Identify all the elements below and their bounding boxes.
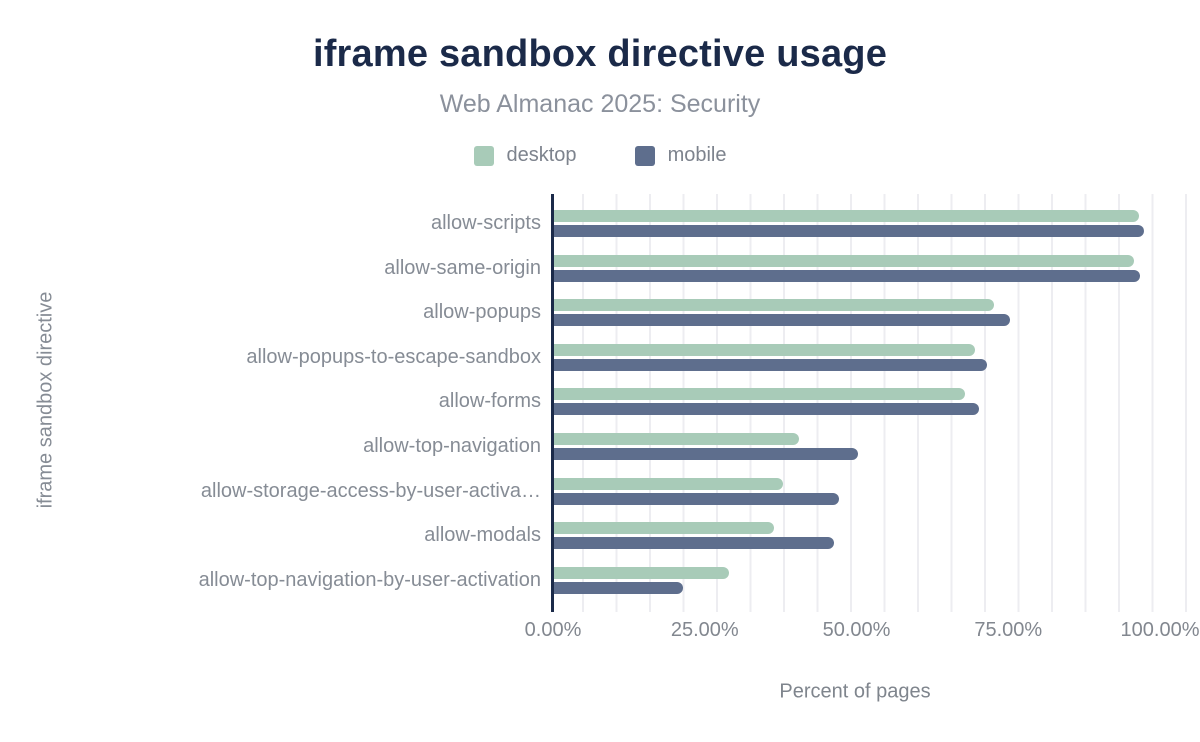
category-label-allow-scripts: allow-scripts	[430, 212, 541, 234]
legend-swatch-mobile-icon	[634, 145, 655, 166]
bar-mobile-allow-forms[interactable]	[554, 403, 979, 416]
category-label-allow-top-navigation: allow-top-navigation	[363, 435, 541, 457]
chart-subtitle: Web Almanac 2025: Security	[439, 90, 761, 118]
category-label-allow-popups: allow-popups	[423, 301, 541, 324]
chart-title: iframe sandbox directive usage	[312, 33, 888, 75]
x-tick-2: 50.00%	[822, 619, 891, 641]
bar-mobile-allow-top-navigation[interactable]	[554, 448, 858, 460]
legend-item-mobile: mobile	[634, 144, 727, 167]
category-label-allow-top-navigation-by-user-activation: allow-top-navigation-by-user-activation	[198, 568, 541, 591]
bar-desktop-allow-top-navigation-by-user-activation[interactable]	[554, 566, 729, 579]
category-label-allow-storage-access-by-user-activa: allow-storage-access-by-user-activa…	[200, 479, 541, 502]
legend-swatch-desktop-icon	[473, 145, 494, 166]
bar-desktop-allow-modals[interactable]	[554, 522, 775, 535]
x-tick-3: 75.00%	[974, 619, 1043, 641]
bar-mobile-allow-storage-access-by-user-activa[interactable]	[554, 492, 840, 505]
bar-mobile-allow-popups[interactable]	[554, 314, 1010, 327]
x-tick-0: 0.00%	[524, 619, 582, 641]
category-label-allow-popups-to-escape-sandbox: allow-popups-to-escape-sandbox	[246, 345, 541, 368]
y-axis-line	[551, 194, 554, 612]
category-label-allow-forms: allow-forms	[438, 390, 541, 413]
bar-desktop-allow-same-origin[interactable]	[554, 254, 1134, 267]
x-tick-1: 25.00%	[670, 619, 739, 641]
legend-item-desktop: desktop	[473, 144, 577, 167]
x-axis-title: Percent of pages	[779, 680, 931, 703]
bar-mobile-allow-popups-to-escape-sandbox[interactable]	[554, 358, 988, 371]
bar-desktop-allow-popups[interactable]	[554, 299, 995, 312]
bar-desktop-allow-scripts[interactable]	[554, 210, 1139, 222]
category-label-allow-same-origin: allow-same-origin	[384, 256, 541, 279]
bar-desktop-allow-storage-access-by-user-activa[interactable]	[554, 477, 783, 490]
legend: desktop mobile	[0, 144, 1200, 167]
category-label-allow-modals: allow-modals	[424, 524, 541, 547]
legend-label-desktop: desktop	[506, 144, 577, 166]
y-axis-title: iframe sandbox directive	[34, 291, 57, 509]
bar-mobile-allow-top-navigation-by-user-activation[interactable]	[554, 581, 683, 594]
x-tick-4: 100.00%	[1120, 619, 1200, 641]
legend-label-mobile: mobile	[667, 144, 727, 166]
bar-mobile-allow-scripts[interactable]	[554, 225, 1144, 237]
bar-mobile-allow-same-origin[interactable]	[554, 269, 1140, 282]
bar-desktop-allow-top-navigation[interactable]	[554, 433, 800, 445]
bar-desktop-allow-popups-to-escape-sandbox[interactable]	[554, 343, 975, 356]
bar-desktop-allow-forms[interactable]	[554, 388, 965, 401]
bar-mobile-allow-modals[interactable]	[554, 537, 835, 550]
